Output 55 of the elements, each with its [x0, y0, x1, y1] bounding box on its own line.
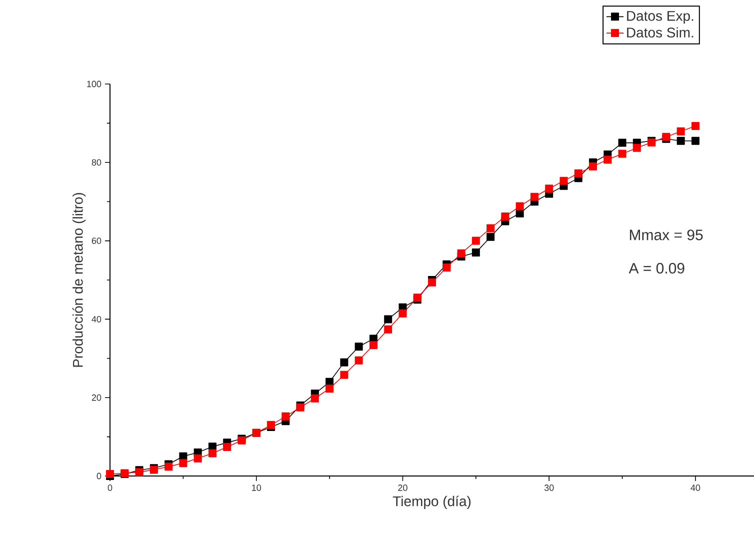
point [208, 449, 216, 458]
point [604, 156, 612, 164]
x-tick-label: 20 [398, 484, 408, 491]
y-axis-title: Producción de metano (litro) [72, 192, 86, 367]
point [676, 127, 685, 136]
point [194, 454, 202, 462]
x-axis-title: Tiempo (día) [392, 496, 471, 509]
y-tick-label: 60 [92, 238, 102, 244]
point [369, 341, 378, 350]
point [501, 212, 510, 220]
legend-label: Datos Exp. [627, 11, 694, 24]
point [676, 136, 685, 145]
point [340, 370, 348, 379]
point [618, 150, 626, 158]
annotation: A = 0.09 [628, 262, 684, 274]
point [632, 144, 641, 152]
y-tick-label: 80 [92, 159, 102, 166]
point [354, 342, 363, 351]
point [223, 442, 232, 451]
x-tick-label: 0 [108, 484, 112, 491]
point [545, 184, 554, 193]
point [457, 249, 466, 258]
point [398, 309, 407, 318]
point [384, 325, 392, 334]
point [164, 462, 173, 471]
point [442, 263, 451, 272]
x-tick-label: 40 [690, 484, 700, 491]
point [472, 248, 480, 257]
point [472, 236, 480, 245]
annotation: Mmax = 95 [630, 230, 703, 240]
point [428, 278, 436, 286]
point [486, 224, 495, 232]
point [354, 356, 363, 364]
y-tick-label: 100 [87, 80, 102, 88]
point [179, 459, 188, 468]
point [516, 202, 524, 210]
point [486, 232, 495, 241]
point [326, 384, 334, 393]
x-tick-label: 30 [544, 484, 554, 491]
point [282, 412, 290, 420]
point [574, 169, 582, 178]
y-tick-label: 20 [92, 394, 102, 401]
point [560, 176, 568, 185]
point [691, 136, 700, 145]
y-tick-label: 0 [96, 472, 102, 480]
legend-label: Datos Sim. [627, 27, 694, 38]
x-tick-label: 10 [252, 484, 262, 491]
point [310, 394, 319, 402]
point [340, 358, 348, 366]
point [691, 122, 700, 130]
y-tick-label: 40 [92, 316, 102, 322]
point [589, 162, 598, 170]
point [618, 138, 626, 147]
point [384, 315, 392, 324]
point [530, 192, 538, 201]
